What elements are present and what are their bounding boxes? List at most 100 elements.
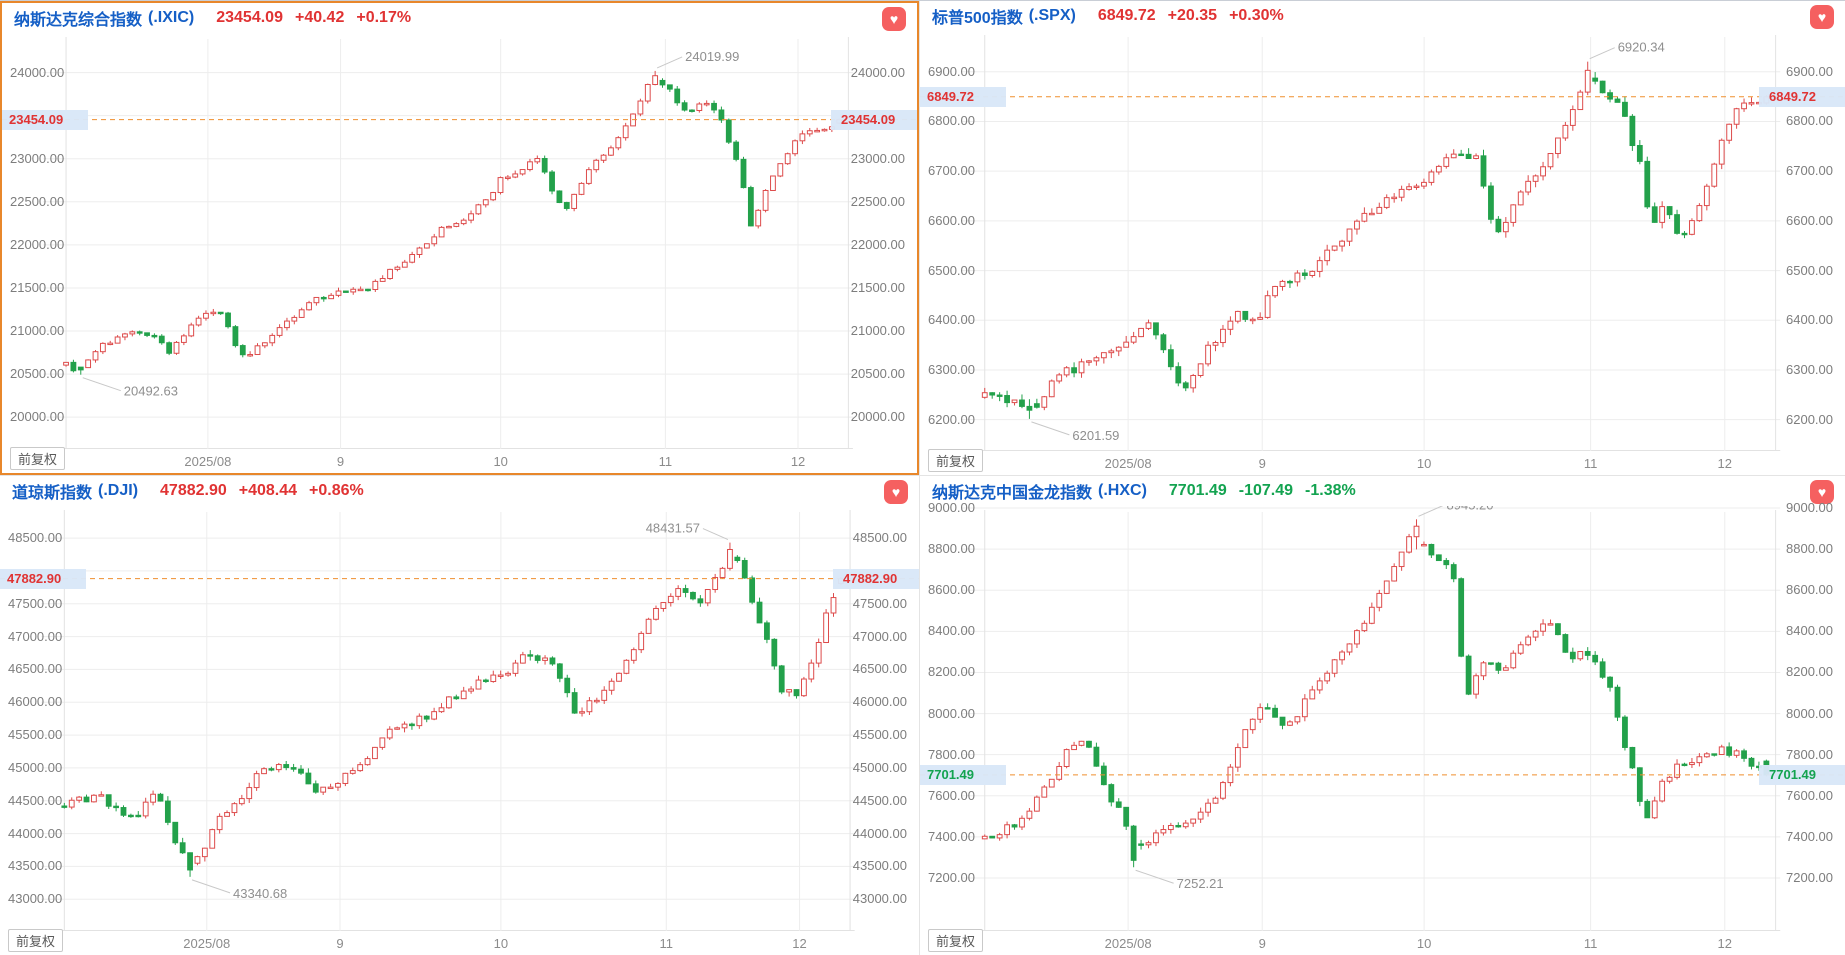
y-axis-label: 7800.00 — [928, 746, 975, 762]
y-axis-label: 7400.00 — [928, 828, 975, 844]
favorite-button[interactable]: ♥ — [882, 7, 906, 31]
adjust-mode-button[interactable]: 前复权 — [928, 449, 984, 472]
y-axis-label: 21500.00 — [850, 279, 905, 295]
favorite-button[interactable]: ♥ — [1810, 480, 1834, 504]
y-axis-label: 8800.00 — [928, 541, 975, 557]
x-axis-label: 2025/08 — [184, 454, 232, 469]
svg-text:20492.63: 20492.63 — [124, 384, 178, 399]
panel-ixic[interactable]: 纳斯达克综合指数 (.IXIC) 23454.09 +40.42 +0.17% … — [0, 1, 919, 475]
favorite-button[interactable]: ♥ — [884, 480, 908, 504]
y-axis-label: 47000.00 — [852, 628, 907, 644]
candlestick-chart: 48431.57 43340.68 — [0, 510, 919, 931]
candles — [981, 61, 1770, 419]
y-axis-label: 6500.00 — [1786, 262, 1833, 278]
y-axis-label: 43500.00 — [852, 858, 907, 874]
panel-header: 纳斯达克中国金龙指数 (.HXC) 7701.49 -107.49 -1.38% — [920, 476, 1845, 506]
y-axis-label: 7600.00 — [928, 787, 975, 803]
candles — [63, 70, 843, 375]
heart-icon: ♥ — [1817, 484, 1827, 500]
index-change: +20.35 — [1167, 7, 1218, 24]
y-axis-label: 46000.00 — [852, 694, 907, 710]
grid-lines — [41, 510, 855, 931]
adjust-mode-button[interactable]: 前复权 — [928, 929, 984, 952]
y-axis-label: 21000.00 — [10, 323, 65, 338]
y-axis-label: 8600.00 — [928, 582, 975, 598]
index-change-percent: -1.38% — [1305, 482, 1356, 499]
panel-dji[interactable]: 道琼斯指数 (.DJI) 47882.90 +408.44 +0.86% ♥ 前… — [0, 475, 919, 955]
heart-icon: ♥ — [891, 484, 901, 500]
x-axis-label: 9 — [336, 454, 345, 469]
x-axis-label: 11 — [658, 454, 673, 469]
y-axis-label: 6500.00 — [928, 262, 975, 278]
y-axis-label: 47500.00 — [852, 595, 907, 611]
adjust-mode-button[interactable]: 前复权 — [10, 447, 66, 470]
x-axis-label: 11 — [659, 936, 674, 951]
index-code: (.HXC) — [1098, 482, 1147, 499]
current-price-chip-right: 6849.72 — [1759, 86, 1845, 107]
y-axis-label: 7800.00 — [1786, 746, 1833, 762]
x-axis-label: 9 — [1258, 936, 1266, 951]
panel-header: 标普500指数 (.SPX) 6849.72 +20.35 +0.30% — [920, 1, 1845, 31]
x-axis-label: 10 — [493, 936, 509, 951]
x-axis-label: 11 — [1583, 456, 1598, 471]
chart-area[interactable]: 前复权 24019.99 20492.63 24000.00 24000.00 2300… — [2, 33, 917, 473]
y-axis-label: 44500.00 — [8, 792, 63, 808]
panel-header: 纳斯达克综合指数 (.IXIC) 23454.09 +40.42 +0.17% — [2, 3, 917, 33]
current-price-chip-left: 23454.09 — [2, 109, 88, 130]
y-axis-label: 23000.00 — [850, 150, 905, 166]
y-axis-label: 20000.00 — [10, 409, 65, 425]
grid-lines — [961, 35, 1781, 451]
y-axis-label: 20000.00 — [850, 409, 905, 425]
x-axis-label: 2025/08 — [1104, 456, 1152, 471]
candlestick-chart: 6920.34 6201.59 — [920, 35, 1845, 451]
y-axis-label: 8000.00 — [1786, 705, 1833, 721]
extreme-annotations: 8945.20 7252.21 — [1135, 506, 1494, 891]
candlestick-chart: 8945.20 7252.21 — [920, 506, 1845, 931]
heart-icon: ♥ — [1817, 9, 1827, 25]
y-axis-label: 20500.00 — [850, 366, 905, 382]
adjust-mode-button[interactable]: 前复权 — [8, 929, 64, 952]
index-name: 道琼斯指数 — [12, 485, 93, 502]
index-name: 标普500指数 — [932, 10, 1023, 27]
y-axis-label: 47500.00 — [8, 595, 63, 611]
index-name: 纳斯达克中国金龙指数 — [932, 485, 1093, 502]
candlestick-chart: 24019.99 20492.63 — [2, 37, 917, 449]
y-axis-label: 24000.00 — [10, 64, 65, 80]
grid-lines — [961, 507, 1781, 931]
index-change: +40.42 — [294, 9, 345, 26]
panel-hxc[interactable]: 纳斯达克中国金龙指数 (.HXC) 7701.49 -107.49 -1.38%… — [919, 475, 1845, 955]
chart-area[interactable]: 前复权 48431.57 43340.68 48500.00 48500.00 4750… — [0, 506, 919, 955]
y-axis-label: 6800.00 — [928, 113, 975, 129]
x-axis-label: 9 — [336, 936, 344, 951]
y-axis-label: 8000.00 — [928, 705, 975, 721]
y-axis-label: 8600.00 — [1786, 582, 1833, 598]
svg-text:6201.59: 6201.59 — [1072, 428, 1119, 443]
candles — [981, 519, 1770, 868]
index-change-percent: +0.30% — [1229, 7, 1284, 24]
current-price-chip-right: 23454.09 — [831, 109, 917, 130]
y-axis-label: 8800.00 — [1786, 541, 1833, 557]
y-axis-label: 20500.00 — [10, 366, 65, 382]
y-axis-label: 6400.00 — [928, 312, 975, 328]
y-axis-label: 6300.00 — [928, 361, 975, 377]
y-axis-label: 23000.00 — [10, 150, 65, 166]
current-price-chip-right: 47882.90 — [833, 568, 919, 589]
x-axis-label: 10 — [493, 454, 508, 469]
extreme-annotations: 6920.34 6201.59 — [1031, 40, 1665, 443]
y-axis-label: 6600.00 — [928, 212, 975, 228]
grid-lines — [43, 37, 853, 449]
favorite-button[interactable]: ♥ — [1810, 5, 1834, 29]
y-axis-label: 6200.00 — [928, 411, 975, 427]
y-axis-label: 6700.00 — [928, 163, 975, 179]
panel-spx[interactable]: 标普500指数 (.SPX) 6849.72 +20.35 +0.30% ♥ 前… — [919, 1, 1845, 475]
chart-area[interactable]: 前复权 6920.34 6201.59 6900.00 6900.00 6800.00 6… — [920, 31, 1845, 475]
y-axis-label: 45000.00 — [852, 759, 907, 775]
x-axis-label: 12 — [1717, 936, 1732, 951]
index-price: 7701.49 — [1168, 482, 1227, 499]
index-code: (.DJI) — [98, 482, 139, 499]
chart-area[interactable]: 前复权 8945.20 7252.21 9000.00 9000.00 8800.00 8… — [920, 500, 1845, 955]
x-axis-label: 11 — [1583, 936, 1598, 951]
index-change: +408.44 — [238, 482, 298, 499]
y-axis-label: 22000.00 — [10, 236, 65, 252]
svg-text:43340.68: 43340.68 — [233, 886, 287, 901]
